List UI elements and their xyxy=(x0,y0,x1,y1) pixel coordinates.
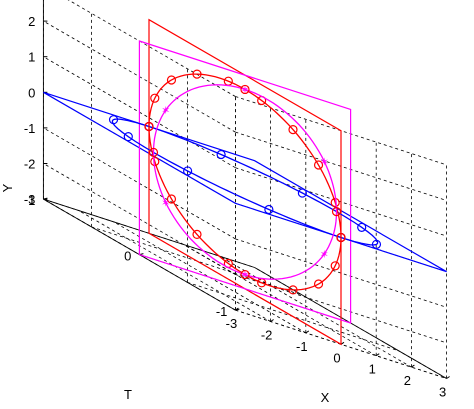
y-axis-label: Y xyxy=(0,183,15,192)
series-marker: ✶ xyxy=(240,269,249,282)
intersection-marker xyxy=(144,121,154,132)
intersection-marker xyxy=(336,232,346,243)
series-marker: ✶ xyxy=(240,83,249,96)
series-marker xyxy=(183,166,193,176)
intersection-marker xyxy=(240,84,250,95)
x-axis-label: X xyxy=(321,390,330,405)
series-marker xyxy=(192,229,202,240)
x-tick-label: 3 xyxy=(439,385,446,400)
series-marker xyxy=(123,132,133,142)
series-marker: ✶ xyxy=(161,197,170,210)
series-marker xyxy=(150,93,160,103)
series-marker xyxy=(330,261,340,271)
series-marker: ✶ xyxy=(320,248,329,261)
x-tick-label: -3 xyxy=(226,316,238,331)
x-tick-label: 1 xyxy=(369,362,376,377)
series-marker xyxy=(216,149,226,160)
series-marker xyxy=(357,222,367,232)
grid-layer xyxy=(43,0,448,379)
y-tick-label: -1 xyxy=(24,121,36,136)
x-tick-label: 2 xyxy=(404,373,411,388)
t-tick-label: 1 xyxy=(28,193,35,208)
intersection-marker xyxy=(148,147,159,157)
planes-layer xyxy=(43,18,447,346)
series-marker xyxy=(313,160,324,170)
t-axis-label: T xyxy=(124,387,132,402)
x-tick-mark xyxy=(411,364,415,368)
x-tick-mark xyxy=(270,319,274,322)
series-marker xyxy=(288,285,298,295)
x-tick-mark xyxy=(305,330,310,334)
series-marker: ✶ xyxy=(161,104,170,117)
intersection-marker xyxy=(240,269,250,280)
t-tick-label: 0 xyxy=(124,249,131,264)
x-tick-label: -1 xyxy=(296,339,308,354)
y-tick-label: 0 xyxy=(28,85,35,100)
plane-x xyxy=(148,18,342,346)
series-marker xyxy=(288,124,298,135)
series-marker xyxy=(108,115,119,125)
plane-y xyxy=(43,91,447,273)
y-tick-label: -3 xyxy=(24,192,36,207)
series-marker xyxy=(371,239,382,249)
y-tick-label: 1 xyxy=(28,50,35,65)
y-tick-label: 2 xyxy=(28,14,35,29)
series-line xyxy=(148,73,342,291)
series-marker xyxy=(313,279,324,289)
x-tick-mark xyxy=(446,376,450,379)
plane-t xyxy=(138,40,352,324)
y-tick-label: -2 xyxy=(24,157,36,172)
series-line xyxy=(152,84,338,280)
t-tick-mark xyxy=(43,197,48,200)
series-marker xyxy=(166,75,177,85)
x-tick-label: 0 xyxy=(333,350,340,365)
t-tick-label: -1 xyxy=(216,304,228,319)
series-marker xyxy=(297,188,307,198)
series-marker: ✶ xyxy=(320,155,329,168)
x-tick-mark xyxy=(375,353,380,357)
series-layer: ✶ ✶ ✶ ✶ ✶ ✶ xyxy=(108,69,382,295)
series-marker xyxy=(192,69,202,79)
intersection-marker xyxy=(331,207,342,217)
series-marker xyxy=(264,204,274,215)
t-tick-mark xyxy=(235,308,240,311)
series-marker xyxy=(166,194,177,204)
x-tick-label: -2 xyxy=(261,328,273,343)
